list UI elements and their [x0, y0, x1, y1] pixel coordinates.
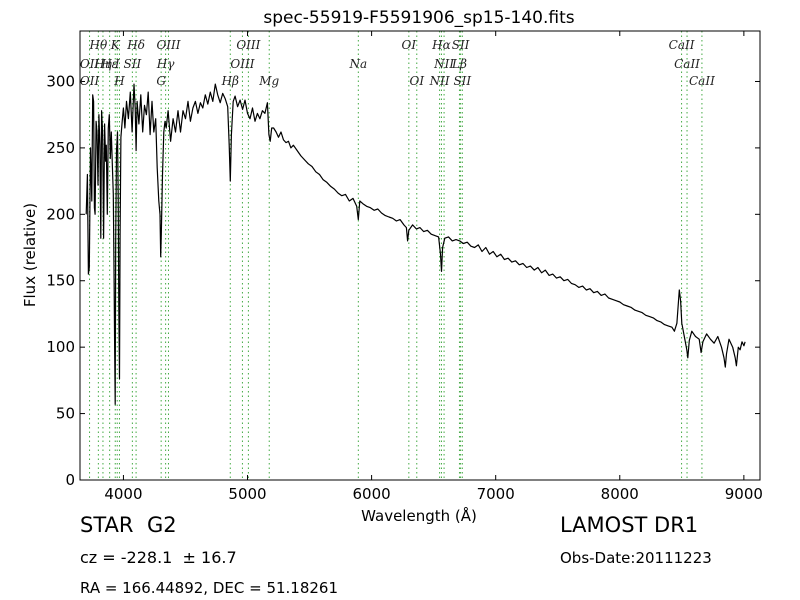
spectral-line-label: OIII — [236, 38, 260, 52]
spectral-line-label: Hε — [100, 57, 118, 71]
y-tick-label: 0 — [65, 471, 75, 489]
x-tick-label: 9000 — [725, 485, 763, 503]
spectral-line-label: OI — [402, 38, 417, 52]
spectral-line-label: CaII — [669, 38, 695, 52]
spectral-line-label: OI — [409, 74, 424, 88]
survey-label: LAMOST DR1 — [560, 513, 699, 537]
spectral-line-label: SII — [453, 74, 471, 88]
spectral-line-label: NII — [429, 74, 450, 88]
y-tick-label: 100 — [46, 338, 75, 356]
spectral-line-label: Lβ — [451, 57, 467, 71]
x-tick-label: 8000 — [601, 485, 639, 503]
spectral-line-label: NII — [433, 57, 454, 71]
chart-title: spec-55919-F5591906_sp15-140.fits — [263, 8, 574, 28]
x-tick-label: 7000 — [477, 485, 515, 503]
plot-frame — [79, 30, 761, 481]
y-axis-label: Flux (relative) — [21, 203, 39, 307]
x-tick-label: 6000 — [353, 485, 391, 503]
y-tick-label: 200 — [46, 205, 75, 223]
spectral-line-label: OII — [80, 74, 100, 88]
spectral-line-label: OII — [80, 57, 100, 71]
axis-ticks: 4000 5000 6000 7000 8000 9000 0 50 100 150 200 250 3… — [46, 31, 763, 503]
spectral-line-label: Mg — [258, 74, 279, 88]
spectral-line-label: SII — [452, 38, 470, 52]
x-axis-label: Wavelength (Å) — [361, 506, 477, 525]
y-tick-label: 250 — [46, 139, 75, 157]
spectral-line-label: H — [113, 74, 125, 88]
spectral-line-markers — [89, 31, 703, 480]
spectral-line-label: CaII — [674, 57, 700, 71]
spectral-line-label: Hα — [431, 38, 451, 52]
spectral-line-label: SII — [124, 57, 142, 71]
coordinates-readout: RA = 166.44892, DEC = 51.18261 — [80, 579, 339, 597]
spectral-line-label: OIII — [156, 38, 180, 52]
spectral-line-label: Hθ — [89, 38, 108, 52]
spectral-line-label: Hδ — [126, 38, 145, 52]
spectrum-layer — [85, 83, 746, 405]
object-subclass-label: G2 — [147, 513, 177, 537]
spectral-line-label: Hβ — [221, 74, 239, 88]
spectrum-line — [85, 83, 746, 405]
x-tick-label: 5000 — [228, 485, 266, 503]
object-class-label: STAR — [80, 513, 134, 537]
spectral-line-label: CaII — [689, 74, 715, 88]
y-tick-label: 150 — [46, 272, 75, 290]
y-tick-label: 50 — [56, 405, 75, 423]
y-tick-label: 300 — [46, 72, 75, 90]
spectral-line-label: OIII — [230, 57, 254, 71]
spectral-line-label: Na — [349, 57, 368, 71]
spectral-line-label: Hη — [93, 57, 112, 71]
redshift-readout: cz = -228.1 ± 16.7 — [80, 548, 237, 567]
observation-date: Obs-Date:20111223 — [560, 549, 712, 567]
spectral-line-label: I — [114, 57, 120, 71]
spectral-line-label: K — [110, 38, 121, 52]
x-tick-label: 4000 — [104, 485, 142, 503]
spectral-line-label: Hγ — [156, 57, 175, 71]
spectral-line-label: G — [156, 74, 166, 88]
